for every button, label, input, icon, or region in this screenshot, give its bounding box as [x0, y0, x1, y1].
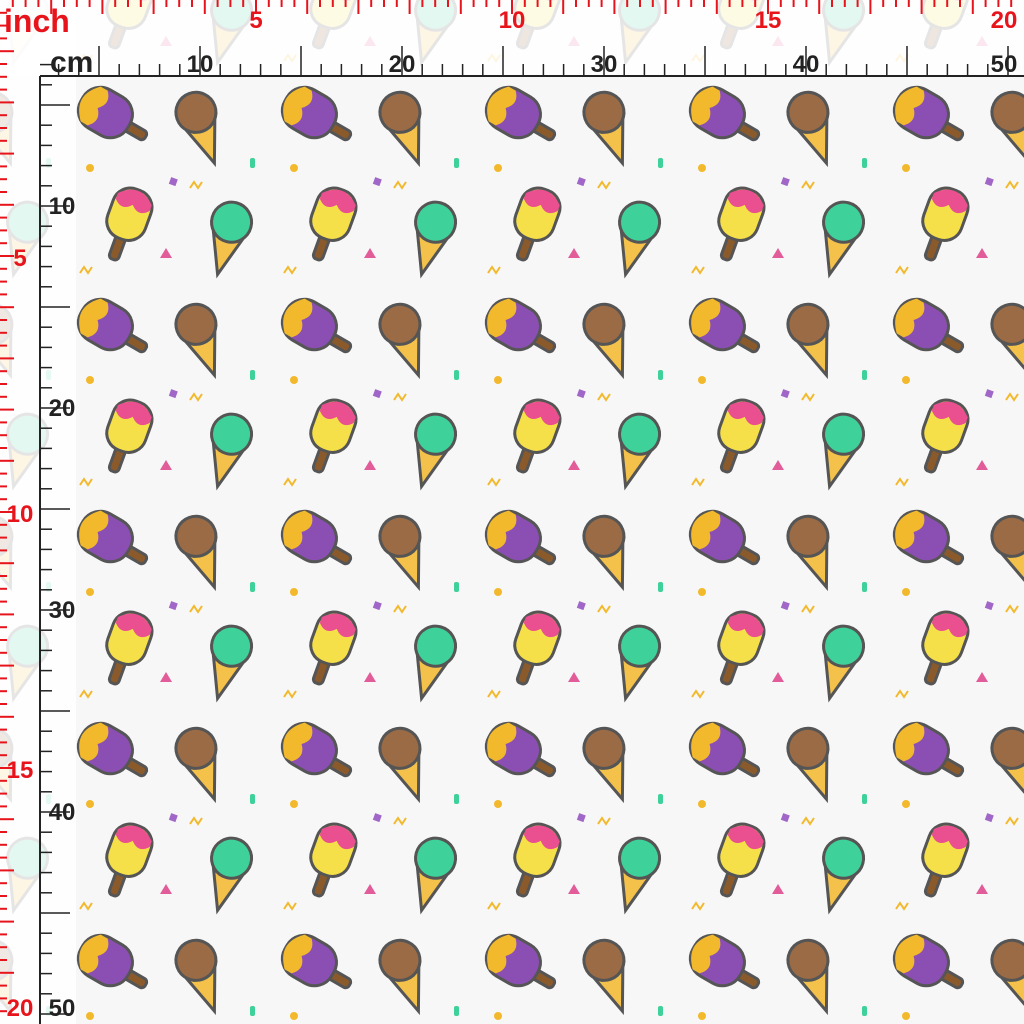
- inch-number: 5: [249, 7, 262, 34]
- cm-number: 50: [991, 51, 1018, 78]
- inch-number-left: 10: [7, 501, 34, 528]
- cm-number-left: 10: [49, 193, 76, 220]
- inch-number: 10: [499, 7, 526, 34]
- cm-number-left: 30: [49, 597, 76, 624]
- cm-number-left: 40: [49, 799, 76, 826]
- cm-number: 20: [389, 51, 416, 78]
- inch-number-left: 15: [7, 757, 34, 784]
- cm-number-left: 50: [49, 995, 76, 1022]
- cm-number: 10: [187, 51, 214, 78]
- cm-label: cm: [50, 46, 93, 79]
- inch-number-left: 20: [7, 995, 34, 1022]
- inch-number-left: 5: [13, 245, 26, 272]
- inch-number: 15: [755, 7, 782, 34]
- inch-label: inch: [4, 3, 70, 39]
- cm-number: 40: [793, 51, 820, 78]
- inch-number: 20: [991, 7, 1018, 34]
- cm-number: 30: [591, 51, 618, 78]
- cm-number-left: 20: [49, 395, 76, 422]
